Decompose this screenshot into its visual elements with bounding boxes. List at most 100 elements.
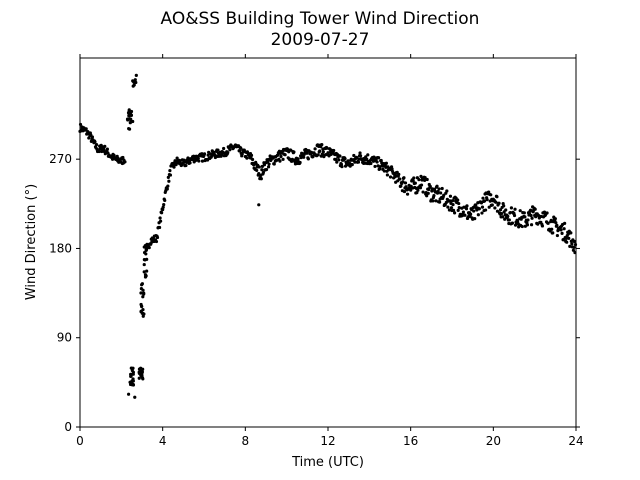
data-point (513, 207, 517, 211)
data-point (239, 146, 243, 150)
data-point (175, 156, 179, 160)
chart-title: AO&SS Building Tower Wind Direction (161, 9, 480, 29)
data-point (432, 193, 436, 198)
data-point (102, 147, 106, 151)
data-point (139, 369, 144, 373)
data-point (131, 119, 135, 124)
data-point (335, 160, 339, 164)
data-point (292, 150, 296, 154)
data-point (529, 213, 533, 218)
data-point (450, 199, 455, 203)
data-point (483, 208, 488, 212)
data-point (206, 153, 210, 157)
data-point (480, 211, 484, 215)
data-point (448, 199, 452, 203)
chart-subtitle: 2009-07-27 (271, 30, 370, 50)
data-point (259, 177, 263, 181)
data-point (399, 184, 403, 188)
data-point (167, 179, 171, 183)
data-point (166, 184, 170, 188)
data-point (489, 193, 493, 197)
data-point (421, 190, 425, 194)
data-point (448, 194, 453, 198)
data-point (346, 159, 350, 163)
data-point (411, 179, 415, 183)
data-point (172, 165, 176, 169)
data-point (103, 144, 107, 148)
data-point (296, 157, 300, 161)
data-point (245, 156, 249, 160)
x-tick-label: 24 (568, 434, 583, 448)
data-point (554, 221, 558, 225)
data-point (477, 207, 481, 211)
data-point (437, 187, 441, 191)
data-point (298, 160, 302, 165)
data-point (384, 161, 388, 165)
data-point (436, 189, 440, 194)
data-point (366, 153, 370, 157)
data-point (134, 80, 138, 85)
data-point (504, 208, 508, 212)
data-point (216, 148, 220, 152)
data-point (332, 148, 336, 153)
data-point (570, 242, 574, 246)
data-point (551, 231, 555, 235)
data-point (127, 127, 132, 131)
x-tick-label: 12 (320, 434, 335, 448)
data-point (142, 312, 146, 316)
data-point (498, 208, 503, 212)
data-point (128, 111, 132, 115)
data-point (446, 205, 450, 209)
data-point (562, 227, 566, 231)
data-point (283, 153, 287, 157)
data-point (457, 206, 461, 210)
data-point (350, 163, 354, 167)
data-point (279, 154, 283, 159)
data-point (431, 199, 435, 203)
data-point (456, 198, 460, 202)
data-point (571, 248, 576, 252)
data-point (461, 210, 465, 214)
data-point (512, 213, 517, 218)
x-tick-label: 20 (486, 434, 501, 448)
data-point (379, 158, 383, 163)
data-point (452, 211, 457, 215)
data-point (434, 199, 438, 203)
data-point (186, 156, 190, 160)
data-point (226, 150, 230, 155)
data-point (130, 368, 134, 373)
data-point (559, 228, 563, 232)
data-point (428, 184, 432, 189)
data-point (523, 215, 527, 219)
data-point (390, 167, 394, 171)
data-point (418, 186, 423, 190)
data-point (200, 159, 205, 163)
data-point (168, 173, 173, 177)
x-tick-label: 0 (76, 434, 84, 448)
data-point (373, 164, 377, 169)
data-point (131, 377, 135, 381)
data-point (565, 240, 569, 244)
data-point (139, 302, 143, 307)
data-point (320, 142, 324, 147)
data-point (97, 149, 101, 154)
data-point (142, 245, 146, 249)
data-point (127, 114, 131, 118)
data-point (439, 191, 443, 195)
data-point (397, 172, 401, 176)
data-point (528, 208, 533, 212)
data-point (403, 181, 408, 185)
data-point (465, 204, 469, 208)
data-point (550, 227, 554, 231)
data-point (426, 191, 430, 195)
data-point (276, 153, 280, 157)
data-point (325, 146, 329, 150)
data-point (165, 187, 169, 191)
data-point (249, 153, 254, 157)
data-point (94, 143, 99, 147)
data-point (533, 207, 537, 211)
x-tick-label: 4 (159, 434, 167, 448)
data-point (139, 291, 143, 295)
data-point (129, 372, 133, 377)
